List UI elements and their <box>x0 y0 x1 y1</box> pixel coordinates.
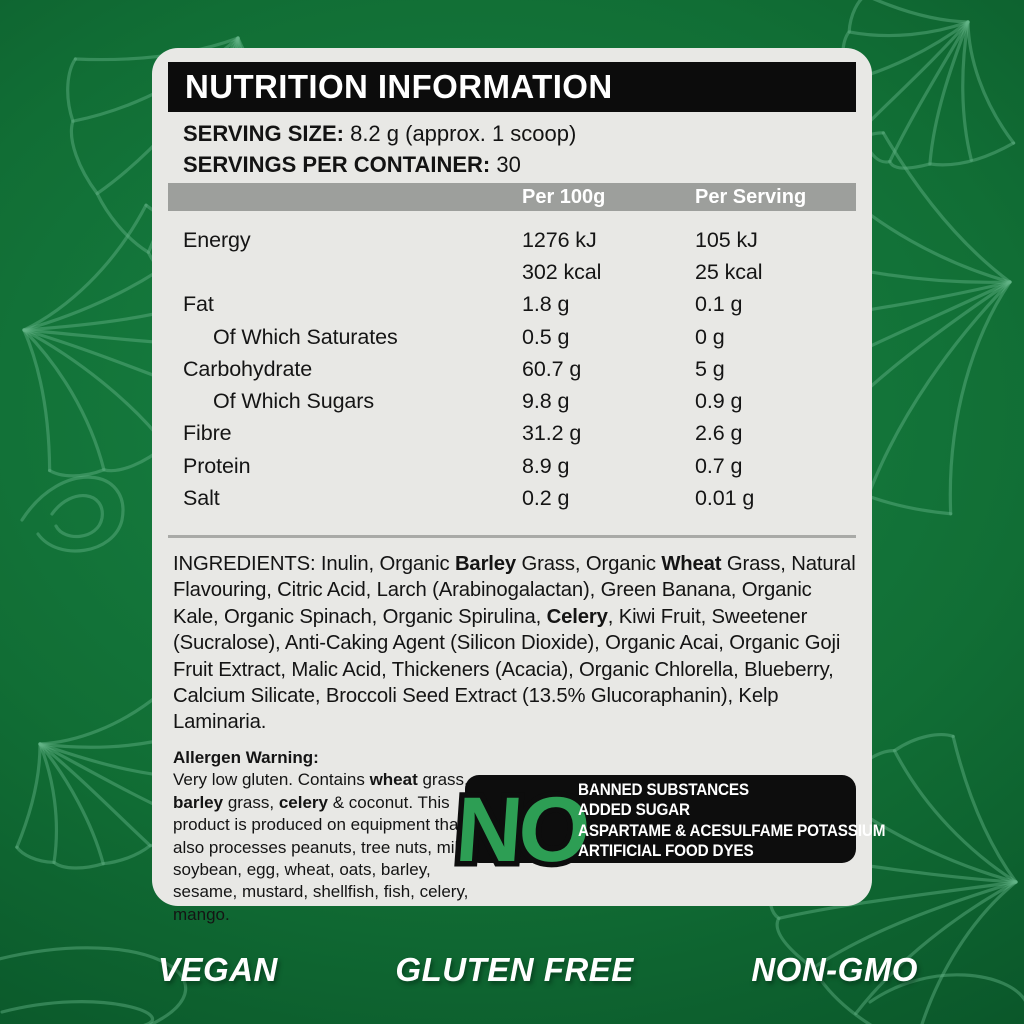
per-serving-value: 5 g <box>695 356 725 381</box>
per-100g-value: 31.2 g <box>522 421 582 446</box>
allergen-segment: celery <box>278 792 329 812</box>
no-word: NO <box>453 778 591 881</box>
table-row: Energy 1276 kJ 105 kJ <box>183 224 855 256</box>
allergen-segment: grass, <box>417 770 469 790</box>
badge: NON-GMO <box>751 951 918 988</box>
nutrient-name: Of Which Sugars <box>213 389 374 414</box>
servings-per-container-line: SERVINGS PER CONTAINER: 30 <box>183 150 576 181</box>
allergen-segment: barley <box>173 792 224 812</box>
table-row: Protein 8.9 g 0.7 g <box>183 450 855 482</box>
allergen-segment: Very low gluten. Contains <box>173 770 370 790</box>
per-100g-value: 1.8 g <box>522 292 570 317</box>
section-divider <box>168 535 856 538</box>
servings-count-label: SERVINGS PER CONTAINER: <box>183 151 491 177</box>
servings-count-value: 30 <box>490 151 521 177</box>
per-100g-value: 9.8 g <box>522 389 570 414</box>
serving-size-line: SERVING SIZE: 8.2 g (approx. 1 scoop) <box>183 119 576 150</box>
no-claim-item: ARTIFICIAL FOOD DYES <box>578 840 754 860</box>
per-100g-value: 302 kcal <box>522 259 602 284</box>
nutrient-name: Fibre <box>183 421 232 446</box>
per-100g-value: 1276 kJ <box>522 227 597 252</box>
table-row: Carbohydrate 60.7 g 5 g <box>183 353 855 385</box>
badge: GLUTEN FREE <box>395 951 634 988</box>
serving-info: SERVING SIZE: 8.2 g (approx. 1 scoop) SE… <box>183 119 576 180</box>
ingredients-segment: Celery <box>546 605 608 628</box>
serving-size-label: SERVING SIZE: <box>183 121 344 146</box>
per-100g-value: 0.5 g <box>522 324 570 349</box>
allergen-segment: wheat <box>369 770 418 790</box>
per-serving-value: 2.6 g <box>695 421 743 446</box>
allergen-segment: & coconut. This product is produced on e… <box>173 792 472 924</box>
table-row: 302 kcal 25 kcal <box>183 256 855 288</box>
nutrient-name: Carbohydrate <box>183 356 313 381</box>
allergen-warning-title: Allergen Warning: <box>173 748 319 767</box>
no-claims-list: BANNED SUBSTANCES ADDED SUGAR ASPARTAME & … <box>578 780 886 861</box>
per-100g-value: 60.7 g <box>522 356 582 381</box>
per-serving-value: 0.9 g <box>695 389 743 414</box>
nutrient-name: Fat <box>183 292 214 317</box>
column-header-per-serving: Per Serving <box>695 186 807 208</box>
nutrition-table: Energy 1276 kJ 105 kJ 302 kcal 25 kcal F… <box>183 224 855 515</box>
nutrient-name: Energy <box>183 227 251 252</box>
per-100g-value: 0.2 g <box>522 486 570 511</box>
allergen-segment: grass, <box>223 792 279 812</box>
per-serving-value: 25 kcal <box>695 259 763 284</box>
per-serving-value: 105 kJ <box>695 227 758 252</box>
no-claim-item: ADDED SUGAR <box>578 800 690 820</box>
table-row: Salt 0.2 g 0.01 g <box>183 482 855 514</box>
ingredients-segment: Grass, Natural Flavouring, Citric Acid, … <box>173 553 856 628</box>
badge: VEGAN <box>158 951 278 988</box>
no-claim-item: BANNED SUBSTANCES <box>578 780 749 799</box>
per-serving-value: 0 g <box>695 324 725 349</box>
ingredients-segment: INGREDIENTS: Inulin, Organic <box>173 553 455 575</box>
serving-size-value: 8.2 g (approx. 1 scoop) <box>343 121 577 146</box>
table-row: Fibre 31.2 g 2.6 g <box>183 418 855 450</box>
per-serving-value: 0.7 g <box>695 453 743 478</box>
per-serving-value: 0.1 g <box>695 292 743 317</box>
ingredients-segment: , Kiwi Fruit, Sweetener (Sucralose), Ant… <box>173 605 841 734</box>
nutrient-name: Salt <box>183 486 220 511</box>
ingredients-segment: Wheat <box>661 553 722 575</box>
per-serving-value: 0.01 g <box>695 486 755 511</box>
badge-row: VEGAN GLUTEN FREE NON-GMO <box>0 945 1024 995</box>
no-claim-item: ASPARTAME & ACESULFAME POTASSIUM <box>578 820 886 840</box>
nutrition-title: NUTRITION INFORMATION <box>168 62 856 112</box>
table-row: Fat 1.8 g 0.1 g <box>183 289 855 321</box>
ingredients-text: INGREDIENTS: Inulin, Organic Barley Gras… <box>173 551 857 736</box>
nutrient-name: Of Which Saturates <box>213 324 398 349</box>
table-row: Of Which Saturates 0.5 g 0 g <box>183 321 855 353</box>
column-header-bar: Per 100g Per Serving <box>168 183 856 211</box>
no-claims-box: NO BANNED SUBSTANCES ADDED SUGAR ASPARTAME… <box>447 773 885 887</box>
nutrient-name: Protein <box>183 453 251 478</box>
table-row: Of Which Sugars 9.8 g 0.9 g <box>183 385 855 417</box>
allergen-warning: Allergen Warning: Very low gluten. Conta… <box>173 747 475 926</box>
per-100g-value: 8.9 g <box>522 453 570 478</box>
ingredients-segment: Grass, Organic <box>516 553 662 575</box>
no-word-graphic: NO <box>447 773 596 887</box>
column-header-per-100g: Per 100g <box>522 186 606 208</box>
ingredients-segment: Barley <box>454 553 517 575</box>
allergen-warning-body: Very low gluten. Contains wheat grass, b… <box>173 770 472 923</box>
